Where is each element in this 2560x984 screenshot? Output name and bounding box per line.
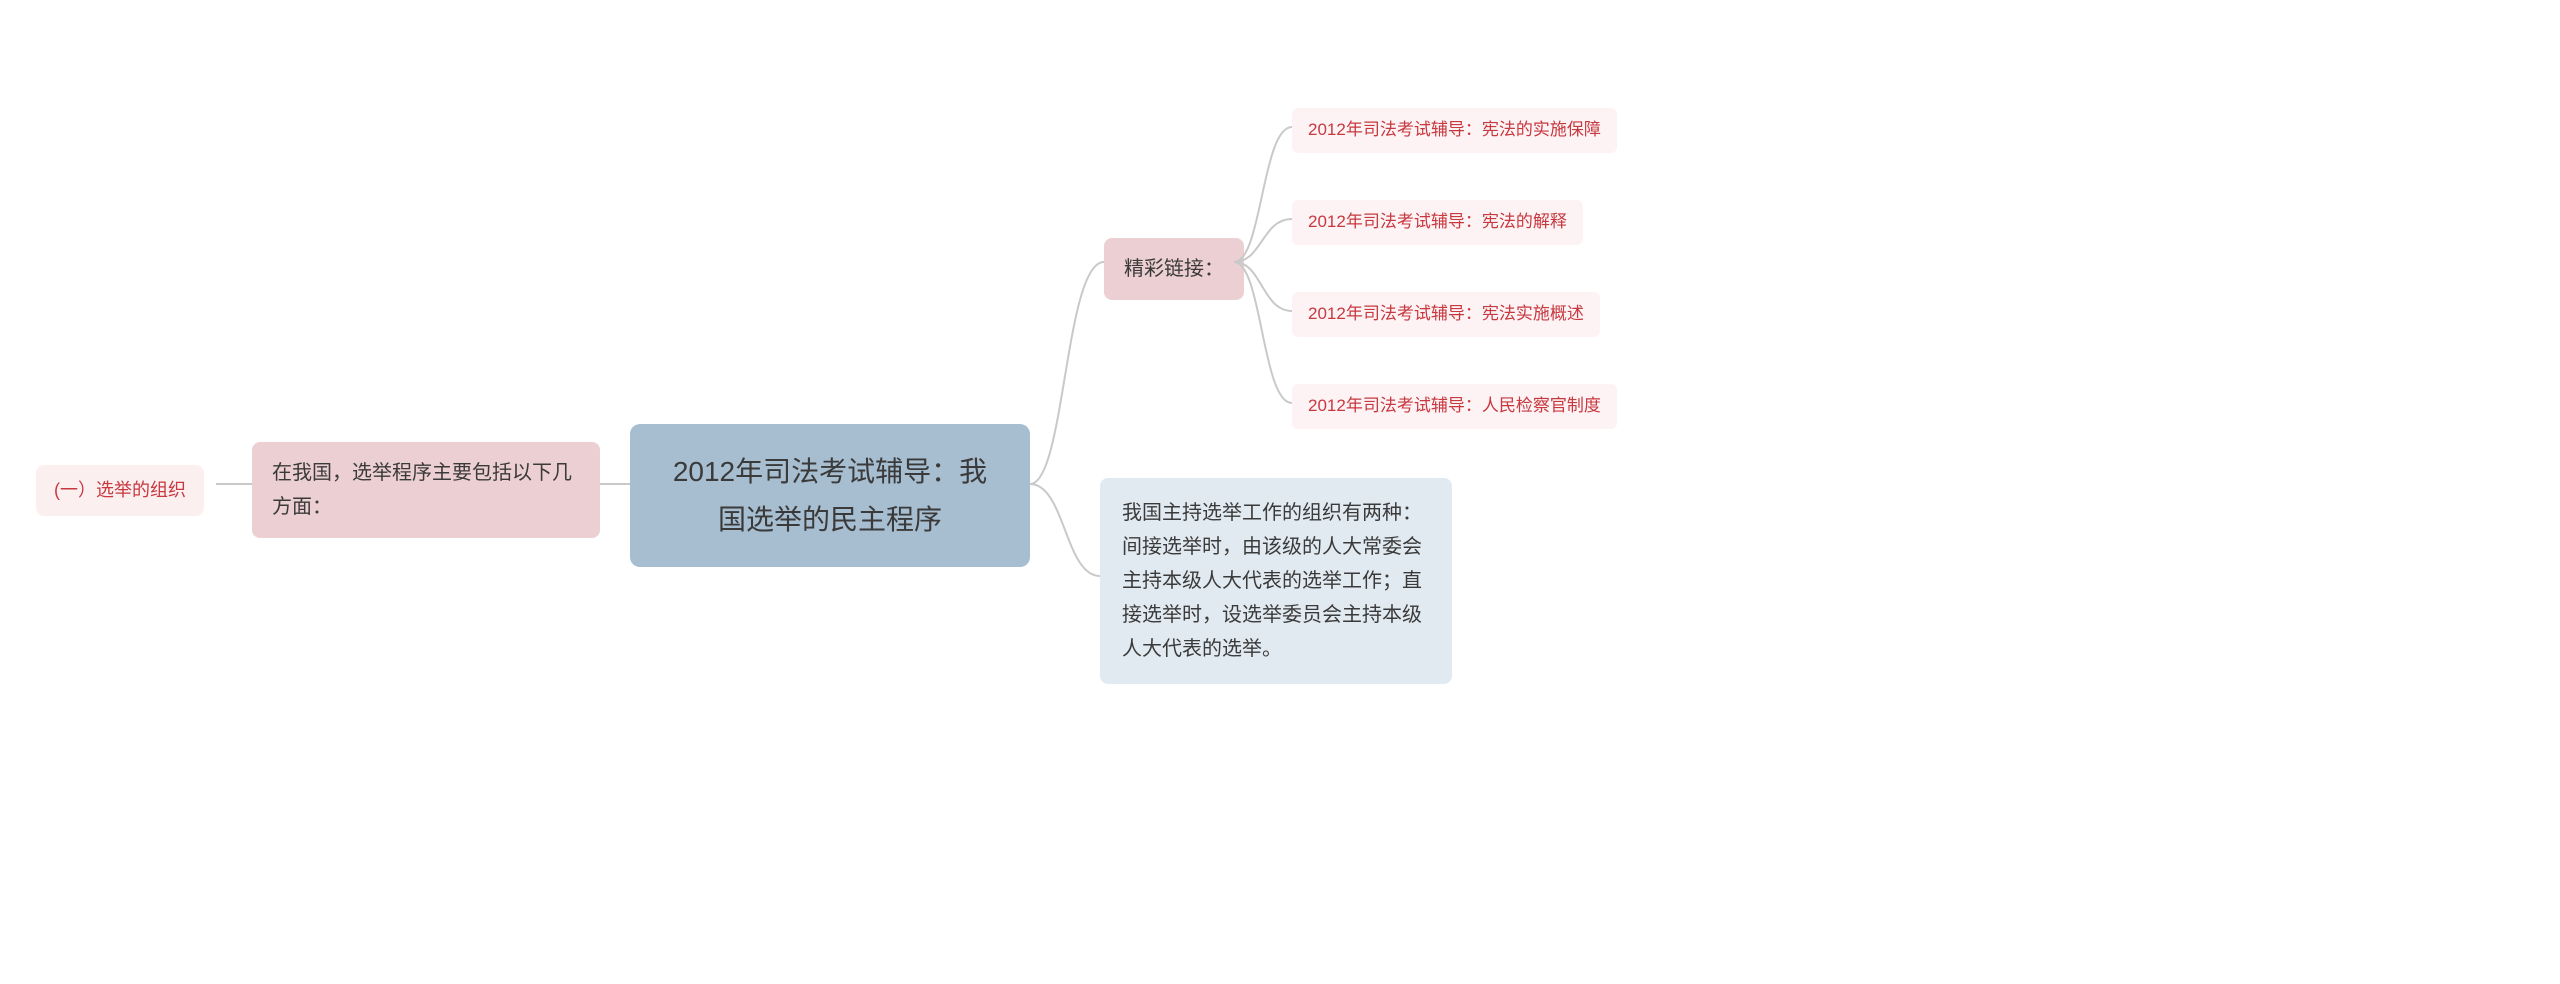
left-branch-node: 在我国，选举程序主要包括以下几 方面：	[252, 442, 600, 538]
left-branch-line1: 在我国，选举程序主要包括以下几	[272, 456, 580, 490]
mindmap-root: 2012年司法考试辅导：我 国选举的民主程序	[630, 424, 1030, 567]
right-body-line4: 人大代表的选举。	[1122, 632, 1430, 666]
left-branch-child: (一）选举的组织	[36, 465, 204, 516]
right-body-line3: 接选举时，设选举委员会主持本级	[1122, 598, 1430, 632]
link-item-1-label: 2012年司法考试辅导：宪法的解释	[1308, 212, 1567, 231]
root-line1: 2012年司法考试辅导：我	[658, 448, 1002, 496]
link-item-3-label: 2012年司法考试辅导：人民检察官制度	[1308, 396, 1601, 415]
right-links-header: 精彩链接：	[1104, 238, 1244, 300]
right-body-line1: 间接选举时，由该级的人大常委会	[1122, 530, 1430, 564]
connector-root-left	[600, 480, 630, 490]
left-branch-line2: 方面：	[272, 490, 580, 524]
right-body-line2: 主持本级人大代表的选举工作；直	[1122, 564, 1430, 598]
link-item-2[interactable]: 2012年司法考试辅导：宪法实施概述	[1292, 292, 1600, 337]
right-body-node: 我国主持选举工作的组织有两种： 间接选举时，由该级的人大常委会 主持本级人大代表…	[1100, 478, 1452, 684]
link-item-3[interactable]: 2012年司法考试辅导：人民检察官制度	[1292, 384, 1617, 429]
link-item-1[interactable]: 2012年司法考试辅导：宪法的解释	[1292, 200, 1583, 245]
root-line2: 国选举的民主程序	[658, 496, 1002, 544]
link-item-0[interactable]: 2012年司法考试辅导：宪法的实施保障	[1292, 108, 1617, 153]
connector-root-right	[1030, 255, 1104, 585]
link-item-0-label: 2012年司法考试辅导：宪法的实施保障	[1308, 120, 1601, 139]
connector-left-child	[216, 480, 252, 490]
link-item-2-label: 2012年司法考试辅导：宪法实施概述	[1308, 304, 1584, 323]
right-links-header-label: 精彩链接：	[1124, 258, 1224, 280]
right-body-line0: 我国主持选举工作的组织有两种：	[1122, 496, 1430, 530]
left-branch-child-label: (一）选举的组织	[54, 480, 186, 500]
